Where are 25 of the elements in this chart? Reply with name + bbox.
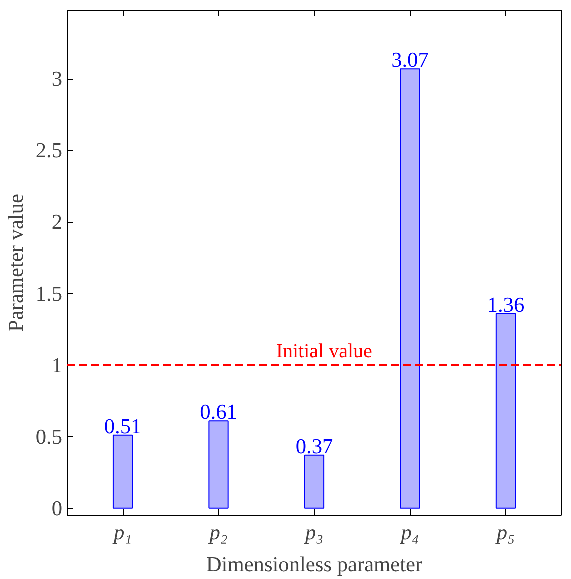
x-tick-label: p₅ bbox=[494, 520, 516, 544]
y-tick-label: 3 bbox=[52, 67, 63, 92]
data-label: 0.37 bbox=[296, 434, 334, 458]
y-tick-label: 1 bbox=[52, 353, 63, 378]
x-axis-title: Dimensionless parameter bbox=[206, 552, 423, 576]
bar bbox=[304, 454, 325, 509]
data-label: 0.61 bbox=[200, 400, 238, 424]
y-axis-title: Parameter value bbox=[4, 194, 28, 332]
bar bbox=[496, 313, 516, 509]
data-label: 3.07 bbox=[392, 48, 430, 72]
x-tick-label: p₄ bbox=[399, 520, 420, 544]
y-tick-label: 1.5 bbox=[36, 282, 63, 306]
bar bbox=[400, 68, 420, 509]
ref-line-label: Initial value bbox=[276, 340, 373, 362]
y-tick-label: 2 bbox=[52, 210, 63, 234]
data-label: 1.36 bbox=[487, 292, 525, 317]
x-tick-label: p₂ bbox=[208, 520, 228, 544]
y-tick-label: 2.5 bbox=[36, 138, 63, 163]
y-tick-label: 0.5 bbox=[36, 424, 63, 449]
data-label: 0.51 bbox=[104, 414, 142, 438]
bar bbox=[208, 420, 229, 509]
x-tick-label: p₁ bbox=[112, 520, 132, 544]
y-tick-label: 0 bbox=[52, 496, 63, 520]
x-tick-label: p₃ bbox=[303, 520, 324, 544]
bar bbox=[112, 434, 134, 509]
